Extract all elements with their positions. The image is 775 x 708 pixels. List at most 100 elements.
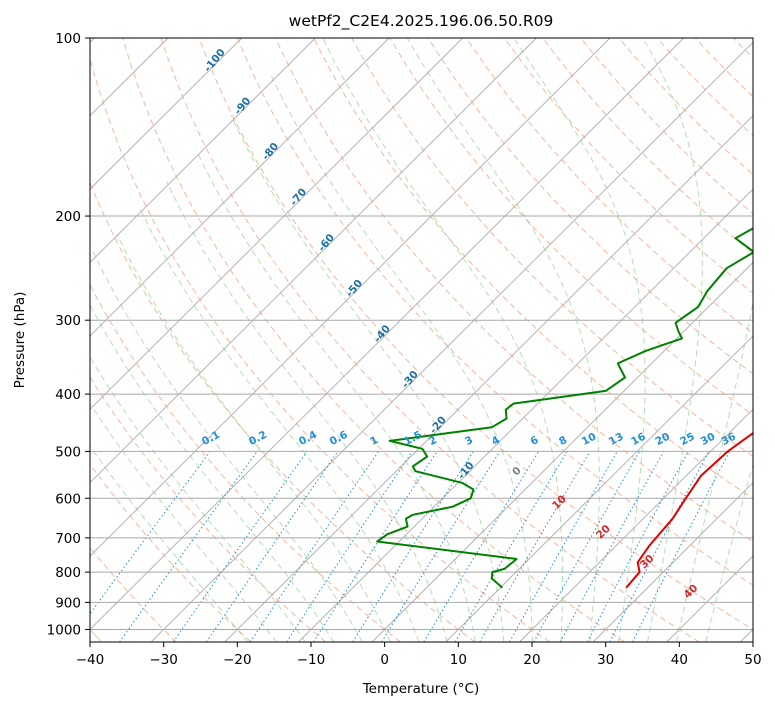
moist-adiabat-line bbox=[513, 38, 646, 642]
dry-adiabat-label: -40 bbox=[372, 323, 393, 345]
y-tick-label: 300 bbox=[55, 313, 81, 329]
mixing-ratio-label: 1 bbox=[368, 434, 380, 448]
mixing-ratio-line bbox=[172, 451, 308, 642]
dry-adiabat-line bbox=[275, 38, 753, 543]
moist-adiabat-line bbox=[406, 38, 600, 642]
dry-adiabat-label: -80 bbox=[260, 141, 281, 163]
y-tick-label: 100 bbox=[55, 31, 81, 47]
dry-adiabat-label: -30 bbox=[400, 368, 421, 390]
dry-adiabat-line bbox=[160, 38, 700, 642]
moist-adiabat-label: 10 bbox=[550, 493, 569, 512]
mixing-ratio-line bbox=[423, 451, 540, 642]
isotherm-line bbox=[90, 38, 464, 410]
y-tick-label: 800 bbox=[55, 565, 81, 581]
isotherm-line bbox=[224, 115, 753, 642]
x-tick-label: 40 bbox=[671, 652, 688, 668]
x-tick-label: 30 bbox=[597, 652, 614, 668]
dry-adiabat-line bbox=[90, 463, 252, 642]
moist-adiabat-line bbox=[230, 114, 505, 642]
isotherm-line bbox=[519, 408, 753, 642]
moist-adiabat-line bbox=[166, 181, 448, 642]
mixing-ratio-label: 1.5 bbox=[402, 429, 424, 448]
isotherm-line bbox=[592, 481, 753, 642]
y-tick-label: 500 bbox=[55, 444, 81, 460]
isotherm-line bbox=[666, 555, 753, 642]
mixing-ratio-label: 6 bbox=[528, 434, 540, 448]
dry-adiabat-line bbox=[694, 38, 753, 98]
dry-adiabat-line bbox=[351, 38, 753, 458]
mixing-ratio-line bbox=[249, 451, 379, 642]
mixing-ratio-line bbox=[533, 451, 640, 642]
y-axis-ticks: 100 200 300 400 500 600 700 800 900 1000 bbox=[47, 31, 90, 638]
mixing-ratio-line bbox=[559, 451, 665, 642]
isotherm-line bbox=[90, 38, 243, 190]
mixing-ratio-line bbox=[509, 451, 618, 642]
mixing-ratio-label: 0.1 bbox=[200, 429, 222, 448]
mixing-ratio-label: 16 bbox=[629, 431, 648, 448]
mixing-ratio-label: 30 bbox=[699, 431, 718, 448]
x-axis-label: Temperature (°C) bbox=[362, 681, 480, 697]
y-tick-label: 200 bbox=[55, 209, 81, 225]
dewpoint-profile-line bbox=[376, 227, 753, 589]
dry-adiabat-line bbox=[313, 38, 753, 500]
dry-adiabat-label: -70 bbox=[288, 186, 309, 208]
mixing-ratio-line bbox=[632, 451, 731, 642]
mixing-ratio-label: 2 bbox=[427, 434, 439, 448]
moist-adiabat-line bbox=[90, 402, 277, 642]
mixing-ratio-label: 3 bbox=[463, 434, 475, 448]
moist-adiabat-line bbox=[116, 234, 391, 642]
x-tick-label: −10 bbox=[297, 652, 326, 668]
isotherm-line bbox=[150, 41, 753, 642]
moist-adiabat-line bbox=[196, 150, 476, 642]
mixing-ratio-line bbox=[286, 451, 413, 642]
pressure-gridlines bbox=[90, 38, 753, 630]
mixing-ratio-line bbox=[313, 451, 438, 642]
profile-lines bbox=[376, 227, 753, 589]
y-tick-label: 400 bbox=[55, 387, 81, 403]
mixing-ratio-line bbox=[586, 451, 689, 642]
isotherm-line bbox=[90, 38, 390, 337]
isotherm-line bbox=[371, 261, 753, 642]
x-tick-label: 20 bbox=[523, 652, 540, 668]
dry-adiabat-line bbox=[236, 38, 753, 586]
mixing-ratio-label: 8 bbox=[557, 434, 569, 448]
moist-adiabat-line bbox=[705, 462, 753, 642]
temperature-profile-line bbox=[625, 431, 753, 589]
dry-adiabat-line bbox=[90, 283, 401, 642]
isotherm-line bbox=[90, 38, 611, 557]
moist-adiabat-line bbox=[322, 38, 563, 642]
mixing-ratio-label: 25 bbox=[678, 431, 697, 448]
x-tick-label: 0 bbox=[380, 652, 389, 668]
isotherm-line bbox=[90, 38, 316, 264]
dry-adiabat-label: -60 bbox=[316, 232, 337, 254]
isotherm-line bbox=[90, 38, 537, 484]
mixing-ratio-label: 0.6 bbox=[328, 429, 350, 448]
moist-adiabat-line bbox=[140, 209, 420, 642]
moist-adiabat-line bbox=[676, 300, 753, 642]
dry-adiabat-line bbox=[90, 376, 326, 642]
dry-adiabat-label: -50 bbox=[344, 277, 365, 299]
dry-adiabat-line bbox=[90, 56, 550, 642]
mixing-ratio-line bbox=[205, 451, 339, 642]
mixing-ratio-label: 10 bbox=[580, 431, 599, 448]
x-tick-label: 10 bbox=[450, 652, 467, 668]
y-tick-label: 900 bbox=[55, 595, 81, 611]
dry-adiabat-label: -100 bbox=[202, 47, 228, 75]
x-axis-ticks: −40 −30 −20 −10 0 10 20 30 40 50 bbox=[76, 642, 762, 668]
plot-frame bbox=[89, 37, 754, 643]
dry-adiabat-line bbox=[772, 38, 775, 642]
moist-adiabat-label: 0 bbox=[510, 465, 524, 479]
x-tick-label: −20 bbox=[223, 652, 252, 668]
y-axis-label: Pressure (hPa) bbox=[12, 292, 28, 389]
x-tick-label: −30 bbox=[149, 652, 178, 668]
mixing-ratio-label: 20 bbox=[653, 431, 672, 448]
moist-adiabat-line bbox=[92, 251, 363, 642]
isotherm-line bbox=[445, 335, 753, 642]
moist-adiabat-line bbox=[90, 304, 335, 642]
moist-adiabat-line bbox=[642, 38, 703, 642]
mixing-ratio-line bbox=[119, 451, 258, 642]
dry-adiabat-label: -10 bbox=[455, 460, 476, 482]
mixing-ratio-label: 0.4 bbox=[297, 429, 319, 448]
moist-adiabat-line bbox=[90, 445, 248, 642]
